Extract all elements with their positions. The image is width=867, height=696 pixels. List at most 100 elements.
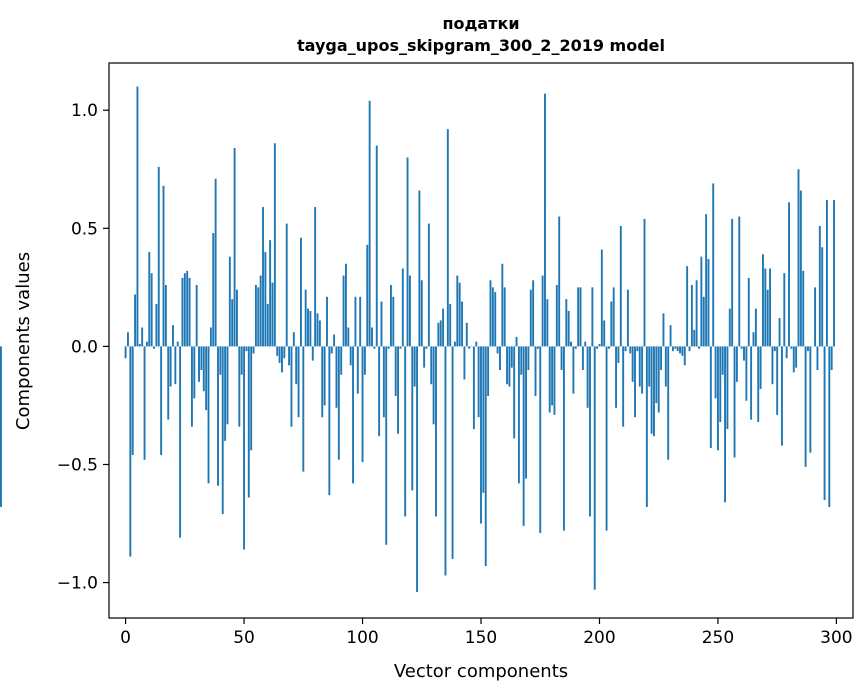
- bar: [681, 346, 684, 356]
- bar: [259, 275, 262, 347]
- x-tick-label: 300: [820, 628, 852, 648]
- bar: [544, 93, 546, 347]
- bar: [411, 346, 414, 491]
- bar: [226, 346, 229, 425]
- y-tick-label: 0.0: [71, 337, 98, 357]
- bar: [532, 280, 535, 347]
- bar: [273, 143, 276, 347]
- bar: [231, 299, 234, 347]
- bar: [733, 346, 736, 458]
- bar: [780, 346, 783, 446]
- y-tick-label: 1.0: [71, 101, 98, 121]
- bar: [160, 346, 163, 456]
- bar: [480, 346, 482, 524]
- bar: [653, 346, 655, 437]
- bar: [124, 346, 127, 359]
- bar: [141, 327, 144, 347]
- bar: [328, 346, 331, 496]
- bar: [773, 346, 776, 352]
- bar: [461, 301, 463, 347]
- bar: [378, 346, 381, 437]
- bar: [435, 346, 437, 517]
- bar: [468, 346, 471, 349]
- bar: [217, 346, 219, 486]
- x-tick-label: 0: [120, 628, 131, 648]
- y-ticks-group: −1.0 −0.5 0.0 0.5 1.0: [57, 101, 109, 594]
- bar: [584, 341, 587, 347]
- bar: [721, 346, 724, 375]
- bar: [676, 346, 679, 352]
- bar: [690, 285, 693, 347]
- bar: [776, 346, 779, 415]
- bar: [465, 322, 468, 347]
- bar: [693, 329, 696, 347]
- bar: [129, 346, 132, 557]
- bar: [828, 346, 831, 507]
- bar: [401, 268, 404, 347]
- bar: [529, 289, 532, 347]
- bar: [202, 346, 205, 392]
- bar: [508, 346, 511, 387]
- bar: [172, 325, 174, 347]
- bar: [432, 346, 435, 425]
- bar: [795, 346, 798, 368]
- bar: [700, 256, 703, 347]
- bar: [714, 346, 717, 399]
- bar: [131, 346, 134, 456]
- bar: [252, 346, 255, 354]
- bar: [818, 225, 821, 347]
- bar: [449, 303, 452, 347]
- bar: [771, 346, 774, 385]
- bar: [792, 346, 795, 373]
- bar: [316, 313, 319, 347]
- bar: [463, 346, 466, 380]
- bar: [145, 341, 148, 347]
- bar: [762, 254, 764, 347]
- bar: [281, 346, 283, 373]
- bar: [380, 301, 383, 347]
- bar: [764, 268, 767, 347]
- bar: [278, 346, 281, 363]
- bar: [534, 346, 537, 396]
- bar: [195, 285, 198, 347]
- bar: [437, 322, 440, 347]
- bar: [219, 346, 222, 375]
- bar: [451, 346, 454, 559]
- bar: [814, 287, 817, 347]
- bar: [314, 207, 317, 347]
- bar: [766, 289, 769, 347]
- bar: [667, 346, 670, 460]
- bar: [477, 346, 480, 418]
- bar: [326, 296, 328, 347]
- bar: [352, 346, 354, 484]
- bar: [648, 346, 651, 387]
- bar: [136, 86, 139, 347]
- bar: [825, 199, 828, 347]
- bar: [413, 346, 416, 387]
- bar: [442, 308, 445, 347]
- bar: [207, 346, 210, 484]
- bar: [186, 270, 189, 347]
- bar: [456, 275, 459, 347]
- bar: [499, 346, 501, 371]
- bar: [157, 166, 160, 347]
- bar: [624, 346, 627, 352]
- bar: [669, 325, 672, 347]
- bar: [527, 346, 530, 371]
- bar: [247, 346, 250, 498]
- bar: [416, 346, 418, 593]
- bar: [430, 346, 433, 385]
- bar: [785, 346, 788, 359]
- bar: [586, 346, 589, 408]
- bar: [385, 346, 388, 545]
- bar: [539, 346, 542, 533]
- bar: [674, 346, 677, 349]
- bar: [134, 294, 137, 347]
- bar: [321, 346, 324, 418]
- bar: [598, 344, 601, 347]
- bar: [522, 346, 525, 526]
- bar: [591, 287, 594, 347]
- bar: [399, 346, 402, 349]
- y-tick-label: −1.0: [57, 574, 98, 594]
- bar: [179, 346, 182, 538]
